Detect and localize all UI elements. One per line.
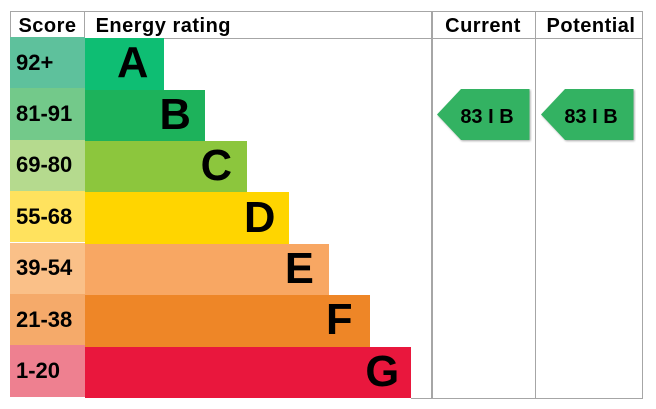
svg-text:83 I B: 83 I B [460, 106, 513, 128]
svg-text:83 I B: 83 I B [564, 106, 617, 128]
